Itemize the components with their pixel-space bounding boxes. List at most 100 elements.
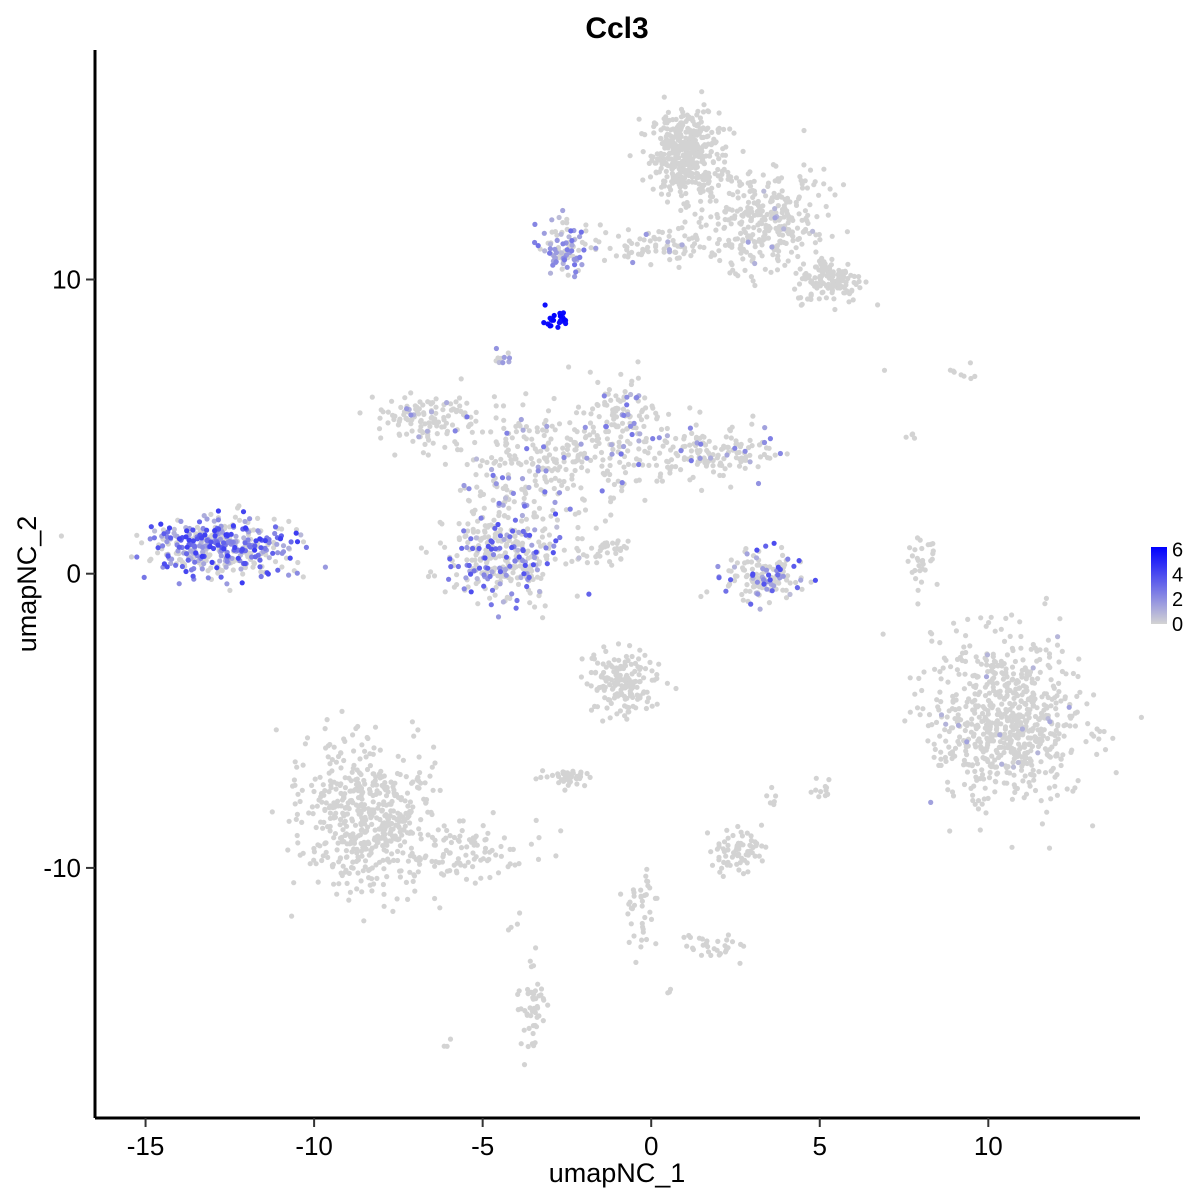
cell-point bbox=[734, 208, 740, 214]
cell-point bbox=[1027, 669, 1034, 675]
cell-point bbox=[687, 425, 694, 431]
cell-point bbox=[545, 440, 552, 446]
cell-point bbox=[945, 679, 951, 685]
cell-point bbox=[653, 170, 660, 176]
cell-point bbox=[478, 537, 484, 543]
cell-point bbox=[366, 852, 372, 858]
cell-point bbox=[579, 239, 586, 245]
cell-point bbox=[294, 570, 300, 576]
cell-point bbox=[417, 427, 423, 434]
cell-point bbox=[498, 843, 504, 850]
cell-point bbox=[532, 527, 538, 533]
cell-point bbox=[950, 693, 956, 700]
cell-point bbox=[526, 1025, 532, 1031]
cell-point bbox=[601, 393, 607, 399]
cell-point bbox=[459, 545, 465, 551]
cell-point bbox=[557, 534, 563, 541]
cell-point bbox=[473, 456, 480, 462]
cell-point bbox=[339, 834, 345, 841]
cell-point bbox=[967, 360, 974, 366]
cell-point bbox=[617, 708, 624, 714]
cell-point bbox=[722, 949, 729, 955]
cell-point bbox=[463, 876, 470, 882]
cell-point bbox=[1033, 738, 1039, 745]
cell-point bbox=[221, 546, 227, 552]
cell-point bbox=[529, 436, 535, 442]
cell-point bbox=[714, 947, 720, 953]
cell-point bbox=[378, 435, 384, 441]
cell-point bbox=[1037, 656, 1043, 663]
cell-point bbox=[1019, 667, 1025, 673]
cell-point bbox=[753, 200, 759, 206]
cell-point bbox=[432, 837, 438, 843]
cell-point bbox=[542, 489, 548, 495]
cell-point bbox=[721, 456, 727, 462]
cell-point bbox=[551, 312, 557, 319]
cell-point bbox=[1042, 746, 1048, 752]
cell-point bbox=[395, 848, 401, 855]
cell-point bbox=[979, 747, 985, 753]
cell-point bbox=[521, 434, 527, 440]
cell-point bbox=[740, 871, 747, 877]
cell-point bbox=[240, 509, 247, 515]
cell-point bbox=[685, 167, 691, 173]
cell-point bbox=[272, 559, 279, 565]
cell-point bbox=[403, 879, 409, 886]
cell-point bbox=[787, 591, 793, 598]
cell-point bbox=[400, 757, 406, 763]
cell-point bbox=[723, 204, 730, 211]
cell-point bbox=[470, 529, 477, 535]
cell-point bbox=[1009, 844, 1015, 850]
cell-point bbox=[538, 543, 544, 549]
cell-point bbox=[473, 535, 479, 541]
cell-point bbox=[383, 848, 389, 854]
cell-point bbox=[578, 771, 584, 777]
cell-point bbox=[728, 577, 734, 583]
cell-point bbox=[708, 149, 714, 155]
cell-point bbox=[1016, 746, 1023, 752]
cell-point bbox=[677, 189, 683, 195]
cell-point bbox=[813, 787, 819, 793]
cell-point bbox=[503, 436, 509, 442]
cell-point bbox=[532, 472, 539, 478]
cell-point bbox=[503, 543, 509, 549]
cell-point bbox=[570, 459, 576, 465]
cell-point bbox=[416, 411, 422, 417]
cell-point bbox=[148, 556, 154, 562]
cell-point bbox=[577, 254, 583, 260]
cell-point bbox=[482, 534, 488, 540]
cell-point bbox=[617, 459, 623, 465]
cell-point bbox=[307, 861, 313, 867]
cell-point bbox=[722, 152, 729, 158]
cell-point bbox=[531, 510, 537, 516]
cell-point bbox=[760, 172, 766, 178]
cell-point bbox=[745, 199, 752, 205]
cell-point bbox=[489, 587, 496, 593]
cell-point bbox=[647, 885, 653, 891]
cell-point bbox=[407, 799, 413, 805]
cell-point bbox=[982, 693, 989, 699]
cell-point bbox=[825, 212, 831, 218]
cell-point bbox=[744, 582, 750, 588]
cell-point bbox=[642, 395, 648, 401]
cell-point bbox=[463, 852, 469, 858]
cell-point bbox=[647, 659, 653, 666]
cell-point bbox=[761, 581, 767, 587]
cell-point bbox=[599, 672, 605, 679]
cell-point bbox=[742, 465, 748, 471]
cell-point bbox=[689, 430, 695, 436]
cell-point bbox=[657, 450, 663, 456]
cell-point bbox=[574, 429, 580, 435]
cell-point bbox=[825, 281, 832, 287]
cell-point bbox=[540, 571, 546, 577]
cell-point bbox=[217, 558, 223, 564]
cell-point bbox=[704, 830, 711, 836]
cell-point bbox=[323, 849, 329, 856]
cell-point bbox=[600, 457, 606, 463]
cell-point bbox=[252, 543, 258, 549]
cell-point bbox=[454, 572, 460, 578]
cell-point bbox=[942, 727, 948, 733]
cell-point bbox=[817, 273, 823, 279]
cell-point bbox=[491, 517, 497, 523]
